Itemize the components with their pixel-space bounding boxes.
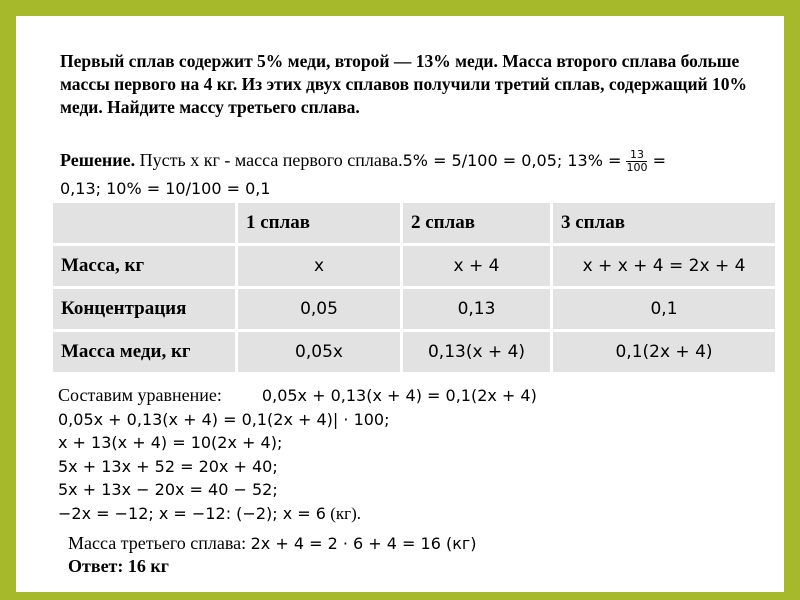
row-label: Концентрация bbox=[50, 286, 238, 332]
header-cell: 2 сплав bbox=[400, 200, 553, 246]
frac-den: 100 bbox=[626, 161, 648, 175]
row-label: Масса меди, кг bbox=[50, 329, 238, 375]
fraction: 13 100 bbox=[626, 149, 648, 175]
unit: (кг). bbox=[325, 503, 361, 523]
final-label: Масса третьего сплава: bbox=[68, 533, 251, 553]
solution-text: Пусть х кг - масса первого сплава. bbox=[135, 150, 403, 170]
cell: 0,05 bbox=[235, 286, 403, 332]
problem-text: Первый сплав содержит 5% меди, второй — … bbox=[60, 51, 748, 117]
table-row: Концентрация 0,05 0,13 0,1 bbox=[50, 286, 778, 332]
equation-intro: Составим уравнение: bbox=[58, 385, 222, 405]
cell: 0,13 bbox=[400, 286, 553, 332]
cell: x + 4 bbox=[400, 243, 553, 289]
solution-label: Решение. bbox=[60, 150, 136, 170]
equation-line: x + 13(x + 4) = 10(2x + 4); bbox=[58, 433, 283, 452]
equation-line: 0,05x + 0,13(x + 4) = 0,1(2x + 4)| · 100… bbox=[58, 409, 390, 429]
cell: x + x + 4 = 2x + 4 bbox=[550, 243, 778, 289]
solution-math: 5% = 5/100 = 0,05; 13% = bbox=[402, 151, 627, 170]
header-cell bbox=[50, 200, 238, 246]
frac-num: 13 bbox=[626, 149, 648, 163]
solution-math-end: = bbox=[647, 151, 666, 170]
cell: 0,05x bbox=[235, 329, 403, 375]
solution-line2: 0,13; 10% = 10/100 = 0,1 bbox=[60, 179, 271, 198]
table-header-row: 1 сплав 2 сплав 3 сплав bbox=[50, 200, 778, 246]
row-label: Масса, кг bbox=[50, 243, 238, 289]
equation-line: −2x = −12; x = −12: (−2); x = 6 bbox=[58, 503, 326, 523]
equations: Составим уравнение: 0,05x + 0,13(x + 4) =… bbox=[58, 384, 537, 525]
cell: 0,1 bbox=[550, 286, 778, 332]
header-cell: 1 сплав bbox=[235, 200, 403, 246]
table-row: Масса меди, кг 0,05x 0,13(x + 4) 0,1(2x + 4… bbox=[50, 329, 778, 375]
header-cell: 3 сплав bbox=[550, 200, 778, 246]
final-equation: 2x + 4 = 2 · 6 + 4 = 16 (кг) bbox=[250, 534, 477, 553]
equation-line: 5x + 13x − 20x = 40 − 52; bbox=[58, 480, 278, 499]
cell: 0,13(x + 4) bbox=[400, 329, 553, 375]
solution-intro: Решение. Пусть х кг - масса первого спла… bbox=[60, 146, 790, 203]
equation-line: 5x + 13x + 52 = 20x + 40; bbox=[58, 456, 278, 476]
cell: x bbox=[235, 243, 403, 289]
answer: Ответ: 16 кг bbox=[68, 556, 169, 576]
slide: Первый сплав содержит 5% меди, второй — … bbox=[16, 16, 784, 592]
cell: 0,1(2x + 4) bbox=[550, 329, 778, 375]
equation: 0,05x + 0,13(x + 4) = 0,1(2x + 4) bbox=[261, 386, 537, 405]
final-block: Масса третьего сплава: 2x + 4 = 2 · 6 + … bbox=[68, 532, 477, 578]
